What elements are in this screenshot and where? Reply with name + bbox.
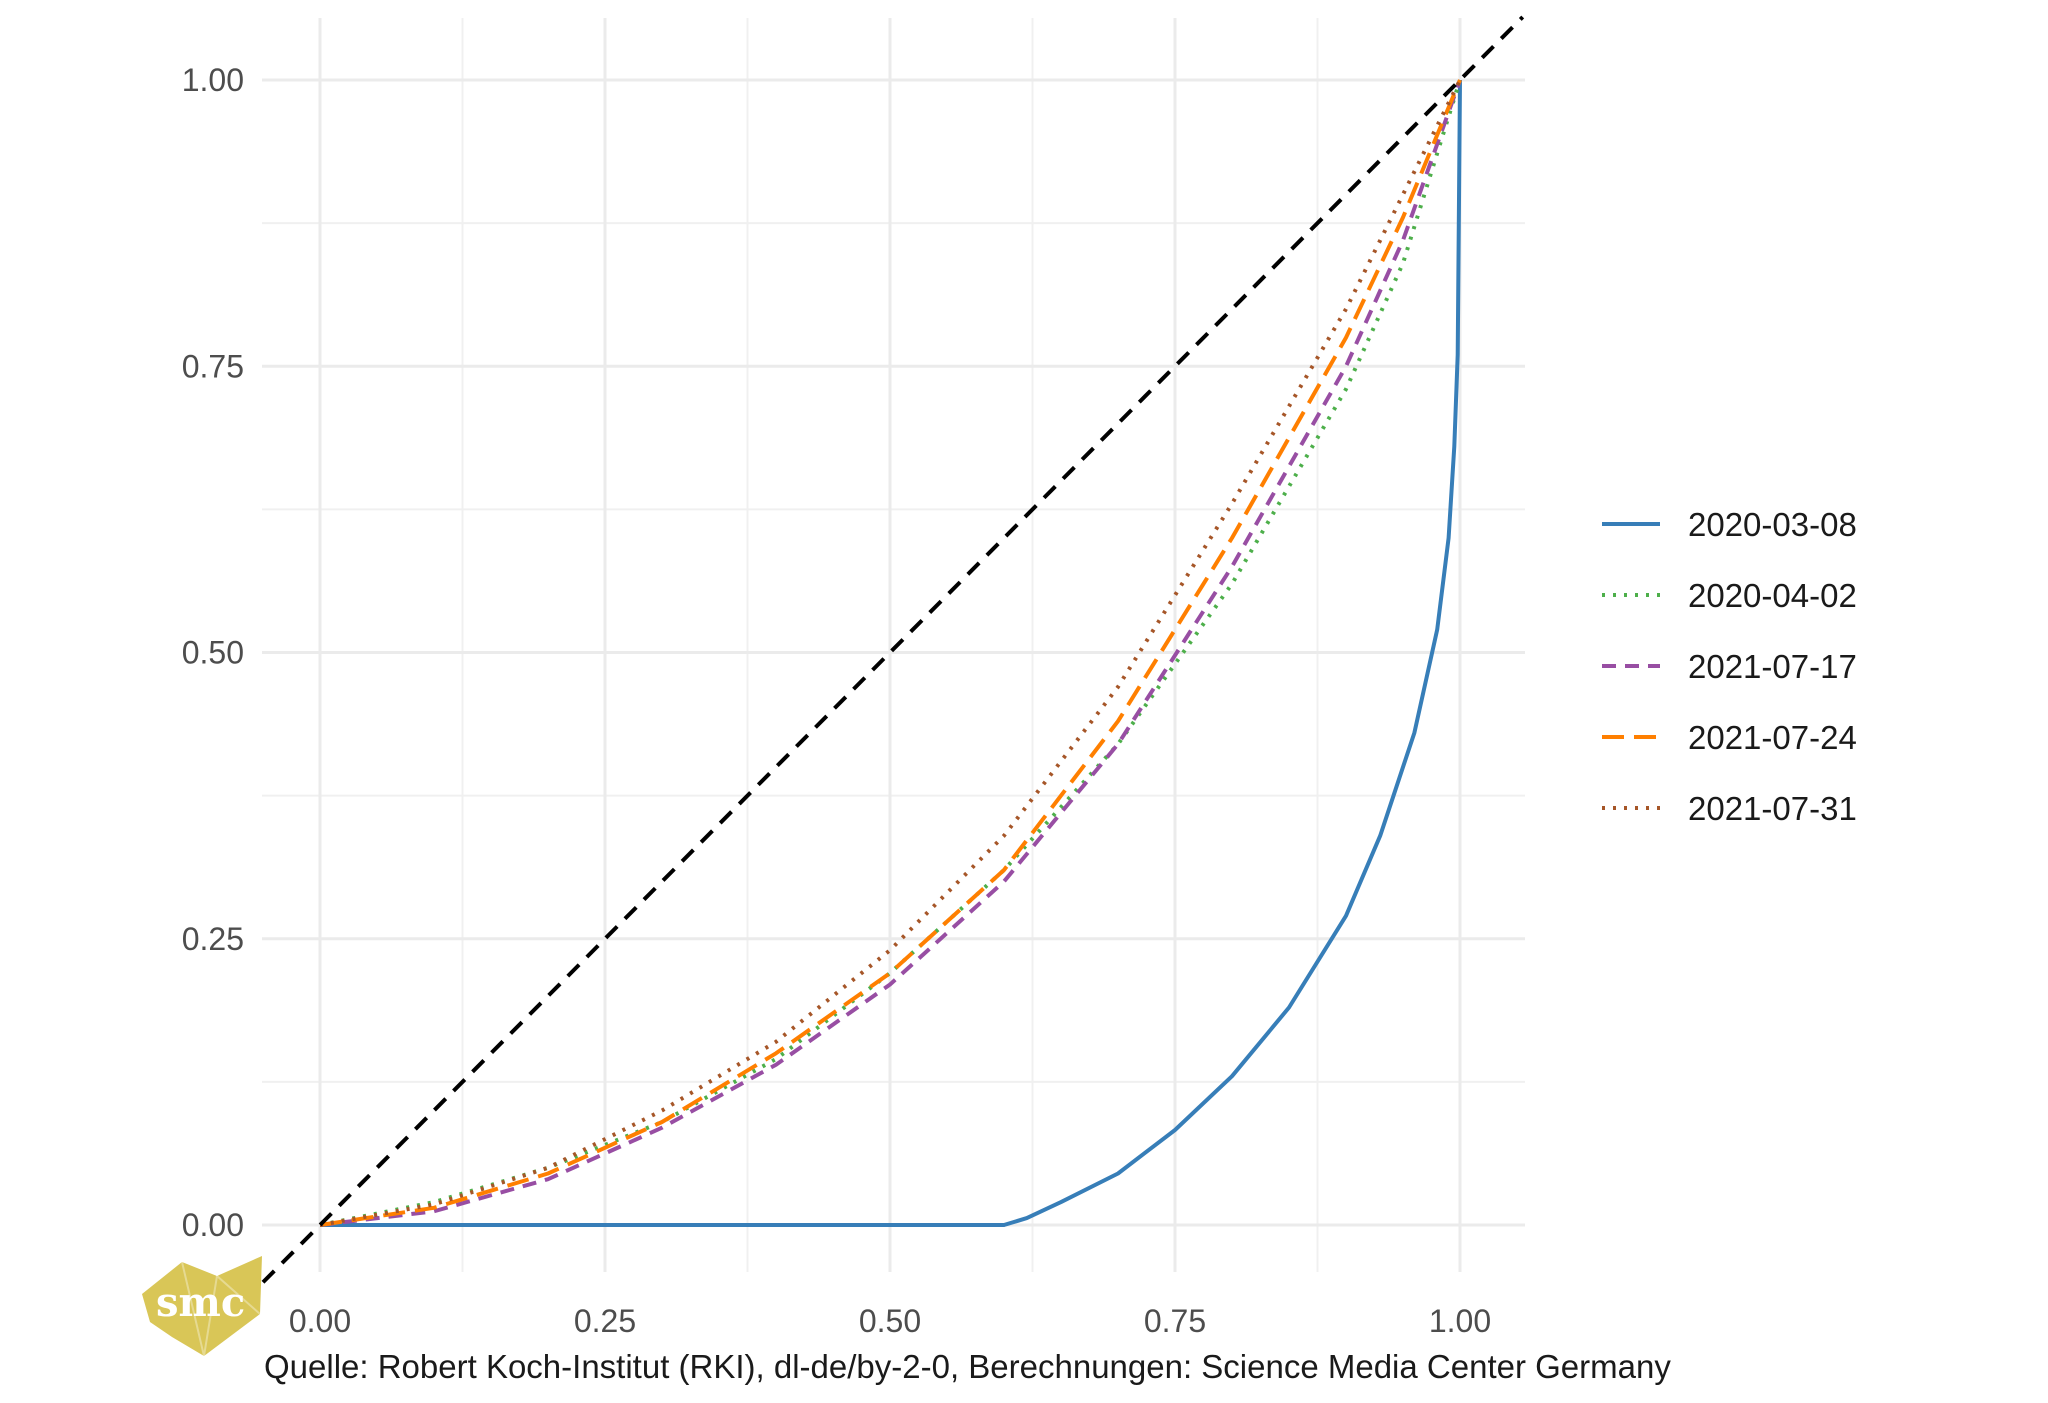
equality-line — [261, 15, 1525, 1284]
x-tick-label: 1.00 — [1429, 1303, 1491, 1339]
legend: 2020-03-08 2020-04-02 2021-07-17 2021-07-24… — [1602, 506, 1857, 827]
y-tick-label: 0.25 — [182, 921, 244, 957]
smc-logo-icon — [142, 1256, 262, 1356]
legend-label-2020-04-02: 2020-04-02 — [1688, 577, 1857, 614]
source-caption: Quelle: Robert Koch-Institut (RKI), dl-d… — [264, 1348, 1671, 1385]
minor-gridlines — [262, 18, 1525, 1272]
major-gridlines — [262, 18, 1525, 1272]
series-line-2021-07-24 — [319, 79, 1462, 1227]
y-tick-label: 0.50 — [182, 635, 244, 671]
legend-label-2021-07-31: 2021-07-31 — [1688, 790, 1857, 827]
y-tick-label: 1.00 — [182, 62, 244, 98]
legend-label-2021-07-17: 2021-07-17 — [1688, 648, 1857, 685]
series-line-2020-03-08 — [320, 79, 1462, 1227]
x-tick-label: 0.75 — [1144, 1303, 1206, 1339]
x-axis-ticks: 0.00 0.25 0.50 0.75 1.00 — [289, 1303, 1491, 1339]
x-tick-label: 0.50 — [859, 1303, 921, 1339]
y-tick-label: 0.00 — [182, 1207, 244, 1243]
series-line-2021-07-31 — [319, 79, 1462, 1227]
smc-logo: smc — [142, 1256, 262, 1357]
smc-logo-facets-icon — [181, 1261, 261, 1357]
x-tick-label: 0.00 — [289, 1303, 351, 1339]
series-line-2021-07-17 — [319, 79, 1462, 1227]
y-tick-label: 0.75 — [182, 348, 244, 384]
legend-label-2020-03-08: 2020-03-08 — [1688, 506, 1857, 543]
series-lines — [319, 79, 1462, 1227]
y-axis-ticks: 0.00 0.25 0.50 0.75 1.00 — [182, 62, 244, 1243]
smc-logo-text: smc — [156, 1279, 245, 1326]
equality-reference-line — [261, 15, 1525, 1284]
legend-label-2021-07-24: 2021-07-24 — [1688, 719, 1857, 756]
x-tick-label: 0.25 — [574, 1303, 636, 1339]
